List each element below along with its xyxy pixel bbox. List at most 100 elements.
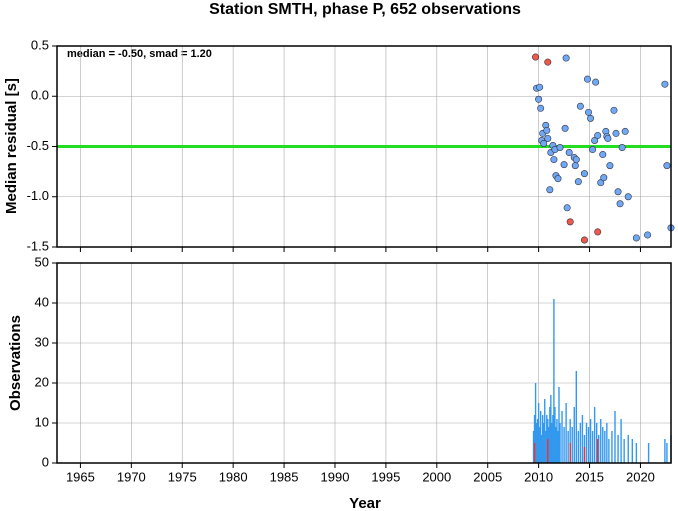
point [614, 188, 622, 196]
bar [587, 427, 590, 463]
point [536, 83, 544, 91]
point [532, 53, 540, 61]
bar [596, 439, 599, 463]
x-tick-label: 2000 [422, 469, 451, 484]
point [565, 149, 573, 157]
point [594, 228, 602, 236]
point [543, 126, 551, 134]
point [610, 106, 618, 114]
point [562, 54, 570, 62]
bar [548, 427, 550, 463]
bar [585, 423, 588, 463]
point [580, 170, 588, 178]
point [599, 151, 607, 159]
y-axis-label: Median residual [s] [3, 78, 20, 214]
point [560, 161, 568, 169]
point [604, 134, 612, 142]
point [591, 136, 599, 144]
bar [581, 415, 584, 463]
y-tick-label: 40 [35, 294, 49, 309]
y-tick-label: 20 [35, 374, 49, 389]
point [589, 146, 597, 154]
point [546, 186, 554, 194]
bar [575, 371, 578, 463]
x-tick-label: 1965 [66, 469, 95, 484]
point [535, 95, 543, 103]
bar [591, 431, 594, 463]
point [574, 178, 582, 186]
bar [533, 415, 536, 463]
point [612, 129, 620, 137]
x-tick-label: 2010 [524, 469, 553, 484]
point [537, 104, 545, 112]
y-tick-label: 50 [35, 254, 49, 269]
x-tick-label: 2020 [626, 469, 655, 484]
bar [542, 415, 544, 463]
point [663, 162, 671, 170]
point [594, 131, 602, 139]
bar [545, 431, 547, 463]
bar [538, 427, 541, 463]
bar [623, 439, 625, 463]
point [616, 200, 624, 208]
point [661, 80, 669, 88]
point [544, 134, 552, 142]
y-tick-label: -1.5 [27, 238, 49, 253]
point [580, 236, 588, 244]
x-tick-label: 1975 [168, 469, 197, 484]
bar [546, 415, 548, 463]
x-tick-label: 2015 [575, 469, 604, 484]
bar [589, 419, 592, 463]
y-tick-label: -1.0 [27, 188, 49, 203]
y-tick-label: 0 [42, 454, 49, 469]
x-tick-label: 1980 [219, 469, 248, 484]
point [572, 156, 580, 164]
point [584, 75, 592, 83]
bar [547, 439, 549, 463]
point [587, 114, 595, 122]
bar [635, 443, 638, 463]
bar [551, 423, 553, 463]
bar [559, 423, 561, 463]
y-tick-label: 10 [35, 414, 49, 429]
x-tick-label: 2005 [473, 469, 502, 484]
bar [608, 439, 610, 463]
bar [550, 395, 552, 463]
bar [537, 403, 540, 463]
x-tick-label: 1990 [321, 469, 350, 484]
bar [563, 427, 565, 463]
bar [604, 431, 606, 463]
bar [577, 431, 580, 463]
bar [569, 419, 571, 463]
point [556, 144, 564, 152]
bar [558, 387, 560, 463]
point [597, 179, 605, 187]
bar [606, 423, 608, 463]
point [600, 174, 608, 182]
point [644, 231, 652, 239]
bar [569, 443, 571, 463]
bar [631, 439, 634, 463]
bar [539, 411, 542, 463]
point [606, 162, 614, 170]
point [624, 193, 632, 201]
bar [561, 411, 563, 463]
point [576, 102, 584, 110]
point [540, 139, 548, 147]
annotation: median = -0.50, smad = 1.20 [67, 48, 212, 60]
x-axis-label: Year [349, 495, 381, 511]
bar [614, 411, 616, 463]
x-tick-label: 1995 [371, 469, 400, 484]
point [563, 204, 571, 212]
point [561, 124, 569, 132]
point [550, 156, 558, 164]
point [618, 144, 626, 152]
bar [534, 383, 537, 463]
x-tick-label: 1985 [270, 469, 299, 484]
chart-title: Station SMTH, phase P, 652 observations [209, 1, 521, 18]
bar [598, 435, 600, 463]
point [585, 108, 593, 116]
bar [647, 443, 650, 463]
bar [627, 435, 629, 463]
